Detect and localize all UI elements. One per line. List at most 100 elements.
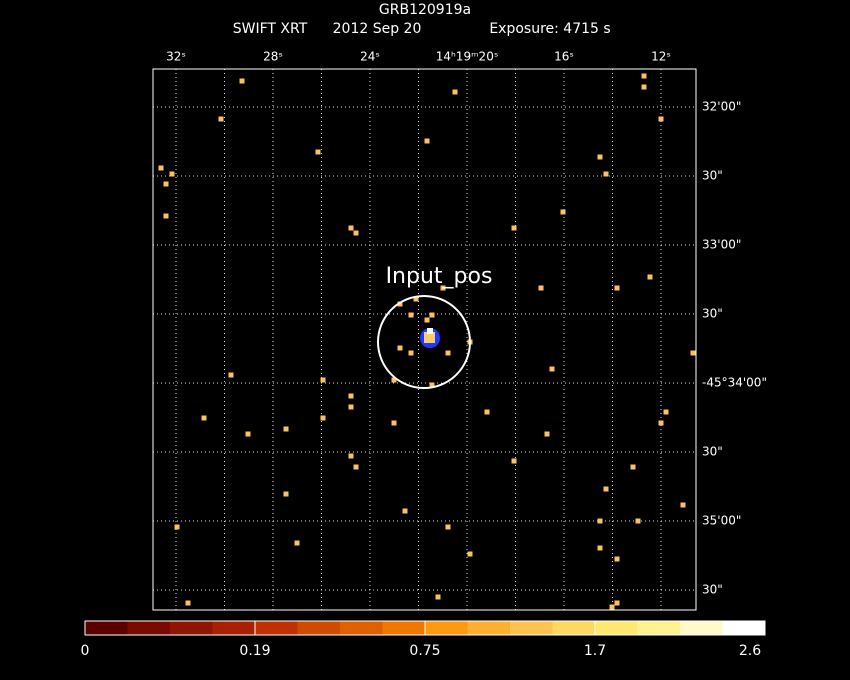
event — [353, 230, 359, 236]
colorbar-segment — [637, 621, 681, 635]
event — [408, 350, 414, 356]
event — [174, 524, 180, 530]
event — [647, 274, 653, 280]
event — [239, 78, 245, 84]
colorbar-label: 0 — [81, 643, 90, 659]
event — [294, 540, 300, 546]
colorbar-segment — [382, 621, 426, 635]
event — [185, 600, 191, 606]
colorbar-label: 2.6 — [739, 643, 761, 659]
dec-label: 33'00" — [702, 238, 741, 252]
exposure: Exposure: 4715 s — [489, 21, 610, 37]
event — [391, 377, 397, 383]
dec-label: 30" — [702, 307, 723, 321]
event — [658, 420, 664, 426]
region-circle — [377, 295, 471, 389]
colorbar-segment — [85, 621, 128, 635]
event — [445, 350, 451, 356]
ra-label: 12ˢ — [651, 50, 671, 64]
event — [452, 89, 458, 95]
event — [597, 518, 603, 524]
event — [429, 312, 435, 318]
event — [158, 165, 164, 171]
dec-label: -45°34'00" — [702, 376, 767, 390]
event — [413, 296, 419, 302]
colorbar-segment — [595, 621, 638, 635]
event — [630, 464, 636, 470]
dec-label: 32'00" — [702, 100, 741, 114]
event — [511, 458, 517, 464]
colorbar-segment — [255, 621, 298, 635]
event — [348, 225, 354, 231]
event — [201, 415, 207, 421]
event — [641, 73, 647, 79]
region-label: Input_pos — [386, 264, 493, 289]
event — [424, 317, 430, 323]
source — [420, 328, 440, 348]
event — [544, 431, 550, 437]
dec-label: 30" — [702, 445, 723, 459]
event — [538, 285, 544, 291]
frame — [152, 68, 697, 611]
event — [397, 301, 403, 307]
event — [603, 171, 609, 177]
colorbar-segment — [425, 621, 468, 635]
ra-label: 32ˢ — [166, 50, 186, 64]
event — [169, 171, 175, 177]
event — [218, 116, 224, 122]
colorbar-segment — [170, 621, 213, 635]
event — [283, 426, 289, 432]
event — [397, 345, 403, 351]
event — [424, 138, 430, 144]
colorbar-label: 1.7 — [584, 643, 606, 659]
event — [163, 181, 169, 187]
event — [484, 409, 490, 415]
event — [348, 453, 354, 459]
event — [609, 604, 615, 610]
event — [163, 213, 169, 219]
colorbar-segment — [467, 621, 511, 635]
photon-events — [158, 73, 696, 610]
colorbar-segment — [212, 621, 256, 635]
dec-label: 35'00" — [702, 514, 741, 528]
date: 2012 Sep 20 — [333, 21, 422, 37]
event — [663, 409, 669, 415]
source-peak — [427, 328, 433, 334]
event — [348, 393, 354, 399]
event — [597, 154, 603, 160]
ra-label: 24ˢ — [360, 50, 380, 64]
event — [549, 366, 555, 372]
ra-label: 16ˢ — [554, 50, 574, 64]
event — [435, 594, 441, 600]
ra-label: 28ˢ — [263, 50, 283, 64]
colorbar-segment — [127, 621, 171, 635]
event — [408, 312, 414, 318]
colorbar: 0 0.19 0.75 1.7 2.6 — [81, 620, 766, 659]
event — [658, 116, 664, 122]
dec-label: 30" — [702, 169, 723, 183]
title: GRB120919a — [379, 2, 471, 18]
event — [228, 372, 234, 378]
event — [597, 545, 603, 551]
event — [603, 486, 609, 492]
colorbar-segment — [552, 621, 596, 635]
event — [614, 600, 620, 606]
event — [614, 285, 620, 291]
event — [445, 524, 451, 530]
event — [635, 518, 641, 524]
event — [467, 551, 473, 557]
event — [690, 350, 696, 356]
event — [511, 225, 517, 231]
event — [614, 556, 620, 562]
event — [429, 382, 435, 388]
source-core — [424, 332, 435, 343]
colorbar-label: 0.75 — [409, 643, 440, 659]
colorbar-segment — [340, 621, 383, 635]
event — [348, 404, 354, 410]
event — [245, 431, 251, 437]
colorbar-segment — [510, 621, 553, 635]
instrument: SWIFT XRT — [233, 21, 308, 37]
colorbar-segment — [680, 621, 723, 635]
colorbar-label: 0.19 — [239, 643, 270, 659]
